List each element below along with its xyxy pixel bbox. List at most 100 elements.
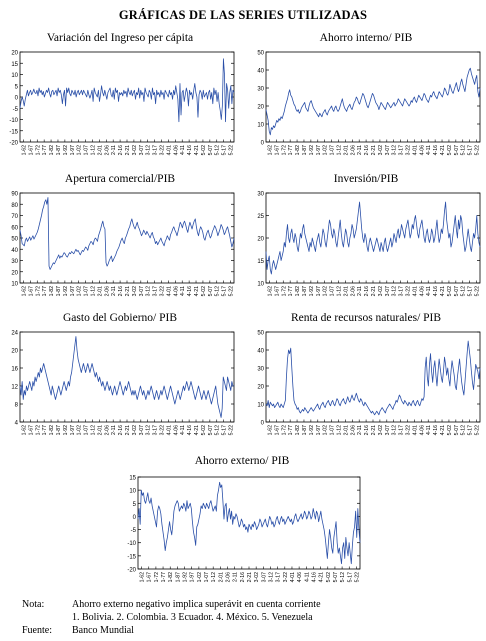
- x-tick-label: 2-11: [111, 286, 117, 296]
- x-tick-label: 1-82: [49, 286, 55, 296]
- x-tick-label: 3-22: [160, 286, 166, 296]
- x-tick-label: 2-01: [343, 425, 349, 435]
- x-tick-label: 2-06: [350, 145, 356, 155]
- x-tick-label: 5-17: [347, 572, 353, 582]
- y-tick-label: 20: [11, 51, 18, 57]
- x-tick-label: 5-07: [333, 572, 339, 582]
- x-tick-label: 3-02: [132, 286, 138, 296]
- x-tick-label: 1-67: [274, 425, 280, 435]
- x-tick-label: 5-12: [461, 145, 467, 155]
- chart-plot: -20 -15 -10 -5 0 5 10 15 1-62 1-67 1-72 1-77 1-82 1-8…: [127, 476, 361, 583]
- y-tick-label: -10: [9, 118, 18, 124]
- y-tick-label: 0: [261, 141, 265, 147]
- x-tick-label: 2-21: [125, 286, 131, 296]
- x-tick-label: 2-01: [97, 286, 103, 296]
- chart-ahorro-interno: Ahorro interno/ PIB 0 10 20 30 40 50 1-62 1-67 1…: [248, 28, 484, 168]
- x-tick-label: 1-62: [267, 425, 273, 435]
- x-tick-label: 2-11: [233, 572, 239, 582]
- x-tick-label: 3-02: [378, 286, 384, 296]
- y-tick-label: 25: [257, 214, 264, 220]
- x-tick-label: 1-02: [197, 572, 203, 582]
- x-tick-label: 1-07: [84, 145, 90, 155]
- y-tick-label: -5: [131, 528, 137, 534]
- y-tick-label: 20: [257, 237, 264, 243]
- x-tick-label: 1-92: [63, 145, 69, 155]
- x-tick-label: 4-16: [433, 425, 439, 435]
- x-tick-label: 2-21: [125, 425, 131, 435]
- note-label: Nota:: [22, 599, 45, 610]
- x-tick-label: 4-11: [180, 425, 186, 435]
- chart-title: Variación del Ingreso per cápita: [46, 32, 194, 44]
- x-tick-label: 1-07: [330, 145, 336, 155]
- y-tick-label: 20: [11, 270, 18, 276]
- x-tick-label: 1-07: [330, 286, 336, 296]
- y-tick-label: 5: [133, 502, 137, 508]
- x-tick-label: 1-72: [281, 286, 287, 296]
- x-tick-label: 4-01: [166, 425, 172, 435]
- x-tick-label: 2-16: [118, 145, 124, 155]
- x-tick-label: 1-62: [267, 145, 273, 155]
- plot-frame: [19, 331, 235, 423]
- x-tick-label: 5-22: [475, 286, 481, 296]
- x-tick-label: 2-01: [343, 145, 349, 155]
- y-tick-label: 30: [257, 192, 264, 198]
- x-tick-label: 3-07: [139, 145, 145, 155]
- y-tick-label: -5: [13, 107, 19, 113]
- x-tick-label: 2-06: [104, 425, 110, 435]
- x-tick-label: 5-22: [229, 286, 235, 296]
- y-tick-label: 30: [11, 259, 18, 265]
- x-tick-label: 5-12: [340, 572, 346, 582]
- x-tick-label: 5-17: [468, 425, 474, 435]
- x-tick-label: 3-02: [254, 572, 260, 582]
- x-tick-label: 5-22: [475, 145, 481, 155]
- x-tick-label: 2-16: [118, 286, 124, 296]
- series-line: [137, 481, 361, 565]
- x-tick-label: 4-01: [290, 572, 296, 582]
- chart-ingreso-per-capita: Variación del Ingreso per cápita -20 -15 -…: [2, 28, 238, 168]
- x-tick-label: 2-16: [364, 286, 370, 296]
- x-tick-label: 5-02: [201, 286, 207, 296]
- x-tick-label: 5-07: [208, 145, 214, 155]
- x-tick-label: 3-17: [399, 145, 405, 155]
- x-tick-label: 3-17: [399, 425, 405, 435]
- x-tick-label: 1-77: [42, 286, 48, 296]
- y-tick-label: 15: [257, 259, 264, 265]
- x-tick-label: 4-11: [180, 145, 186, 155]
- x-tick-label: 3-02: [378, 145, 384, 155]
- x-tick-label: 3-22: [160, 145, 166, 155]
- x-tick-label: 3-12: [392, 425, 398, 435]
- x-tick-label: 4-01: [412, 425, 418, 435]
- x-tick-label: 1-97: [316, 425, 322, 435]
- x-tick-label: 1-87: [56, 425, 62, 435]
- x-tick-label: 1-87: [302, 145, 308, 155]
- x-tick-label: 1-82: [49, 145, 55, 155]
- x-tick-label: 3-12: [392, 286, 398, 296]
- chart-title: Inversión/PIB: [333, 173, 399, 185]
- note-text: Banco Mundial: [72, 625, 134, 636]
- x-tick-label: 1-97: [316, 286, 322, 296]
- x-tick-label: 2-16: [364, 145, 370, 155]
- x-tick-label: 2-06: [350, 425, 356, 435]
- plot-frame: [19, 192, 235, 284]
- x-tick-label: 1-97: [70, 145, 76, 155]
- y-tick-label: -20: [127, 568, 136, 574]
- x-tick-label: 3-07: [385, 145, 391, 155]
- x-tick-label: 3-07: [139, 286, 145, 296]
- x-tick-label: 2-16: [118, 425, 124, 435]
- x-tick-label: 5-22: [354, 572, 360, 582]
- x-tick-label: 1-12: [90, 425, 96, 435]
- x-tick-label: 5-17: [468, 286, 474, 296]
- x-tick-label: 1-12: [336, 425, 342, 435]
- x-tick-label: 3-17: [153, 286, 159, 296]
- chart-title: Renta de recursos naturales/ PIB: [290, 312, 442, 324]
- x-tick-label: 2-11: [357, 145, 363, 155]
- y-tick-label: 4: [15, 421, 19, 427]
- x-tick-label: 2-06: [104, 286, 110, 296]
- x-tick-label: 1-97: [316, 145, 322, 155]
- x-tick-label: 1-97: [190, 572, 196, 582]
- x-tick-label: 1-82: [295, 425, 301, 435]
- x-tick-label: 4-06: [173, 286, 179, 296]
- y-tick-label: 40: [11, 248, 18, 254]
